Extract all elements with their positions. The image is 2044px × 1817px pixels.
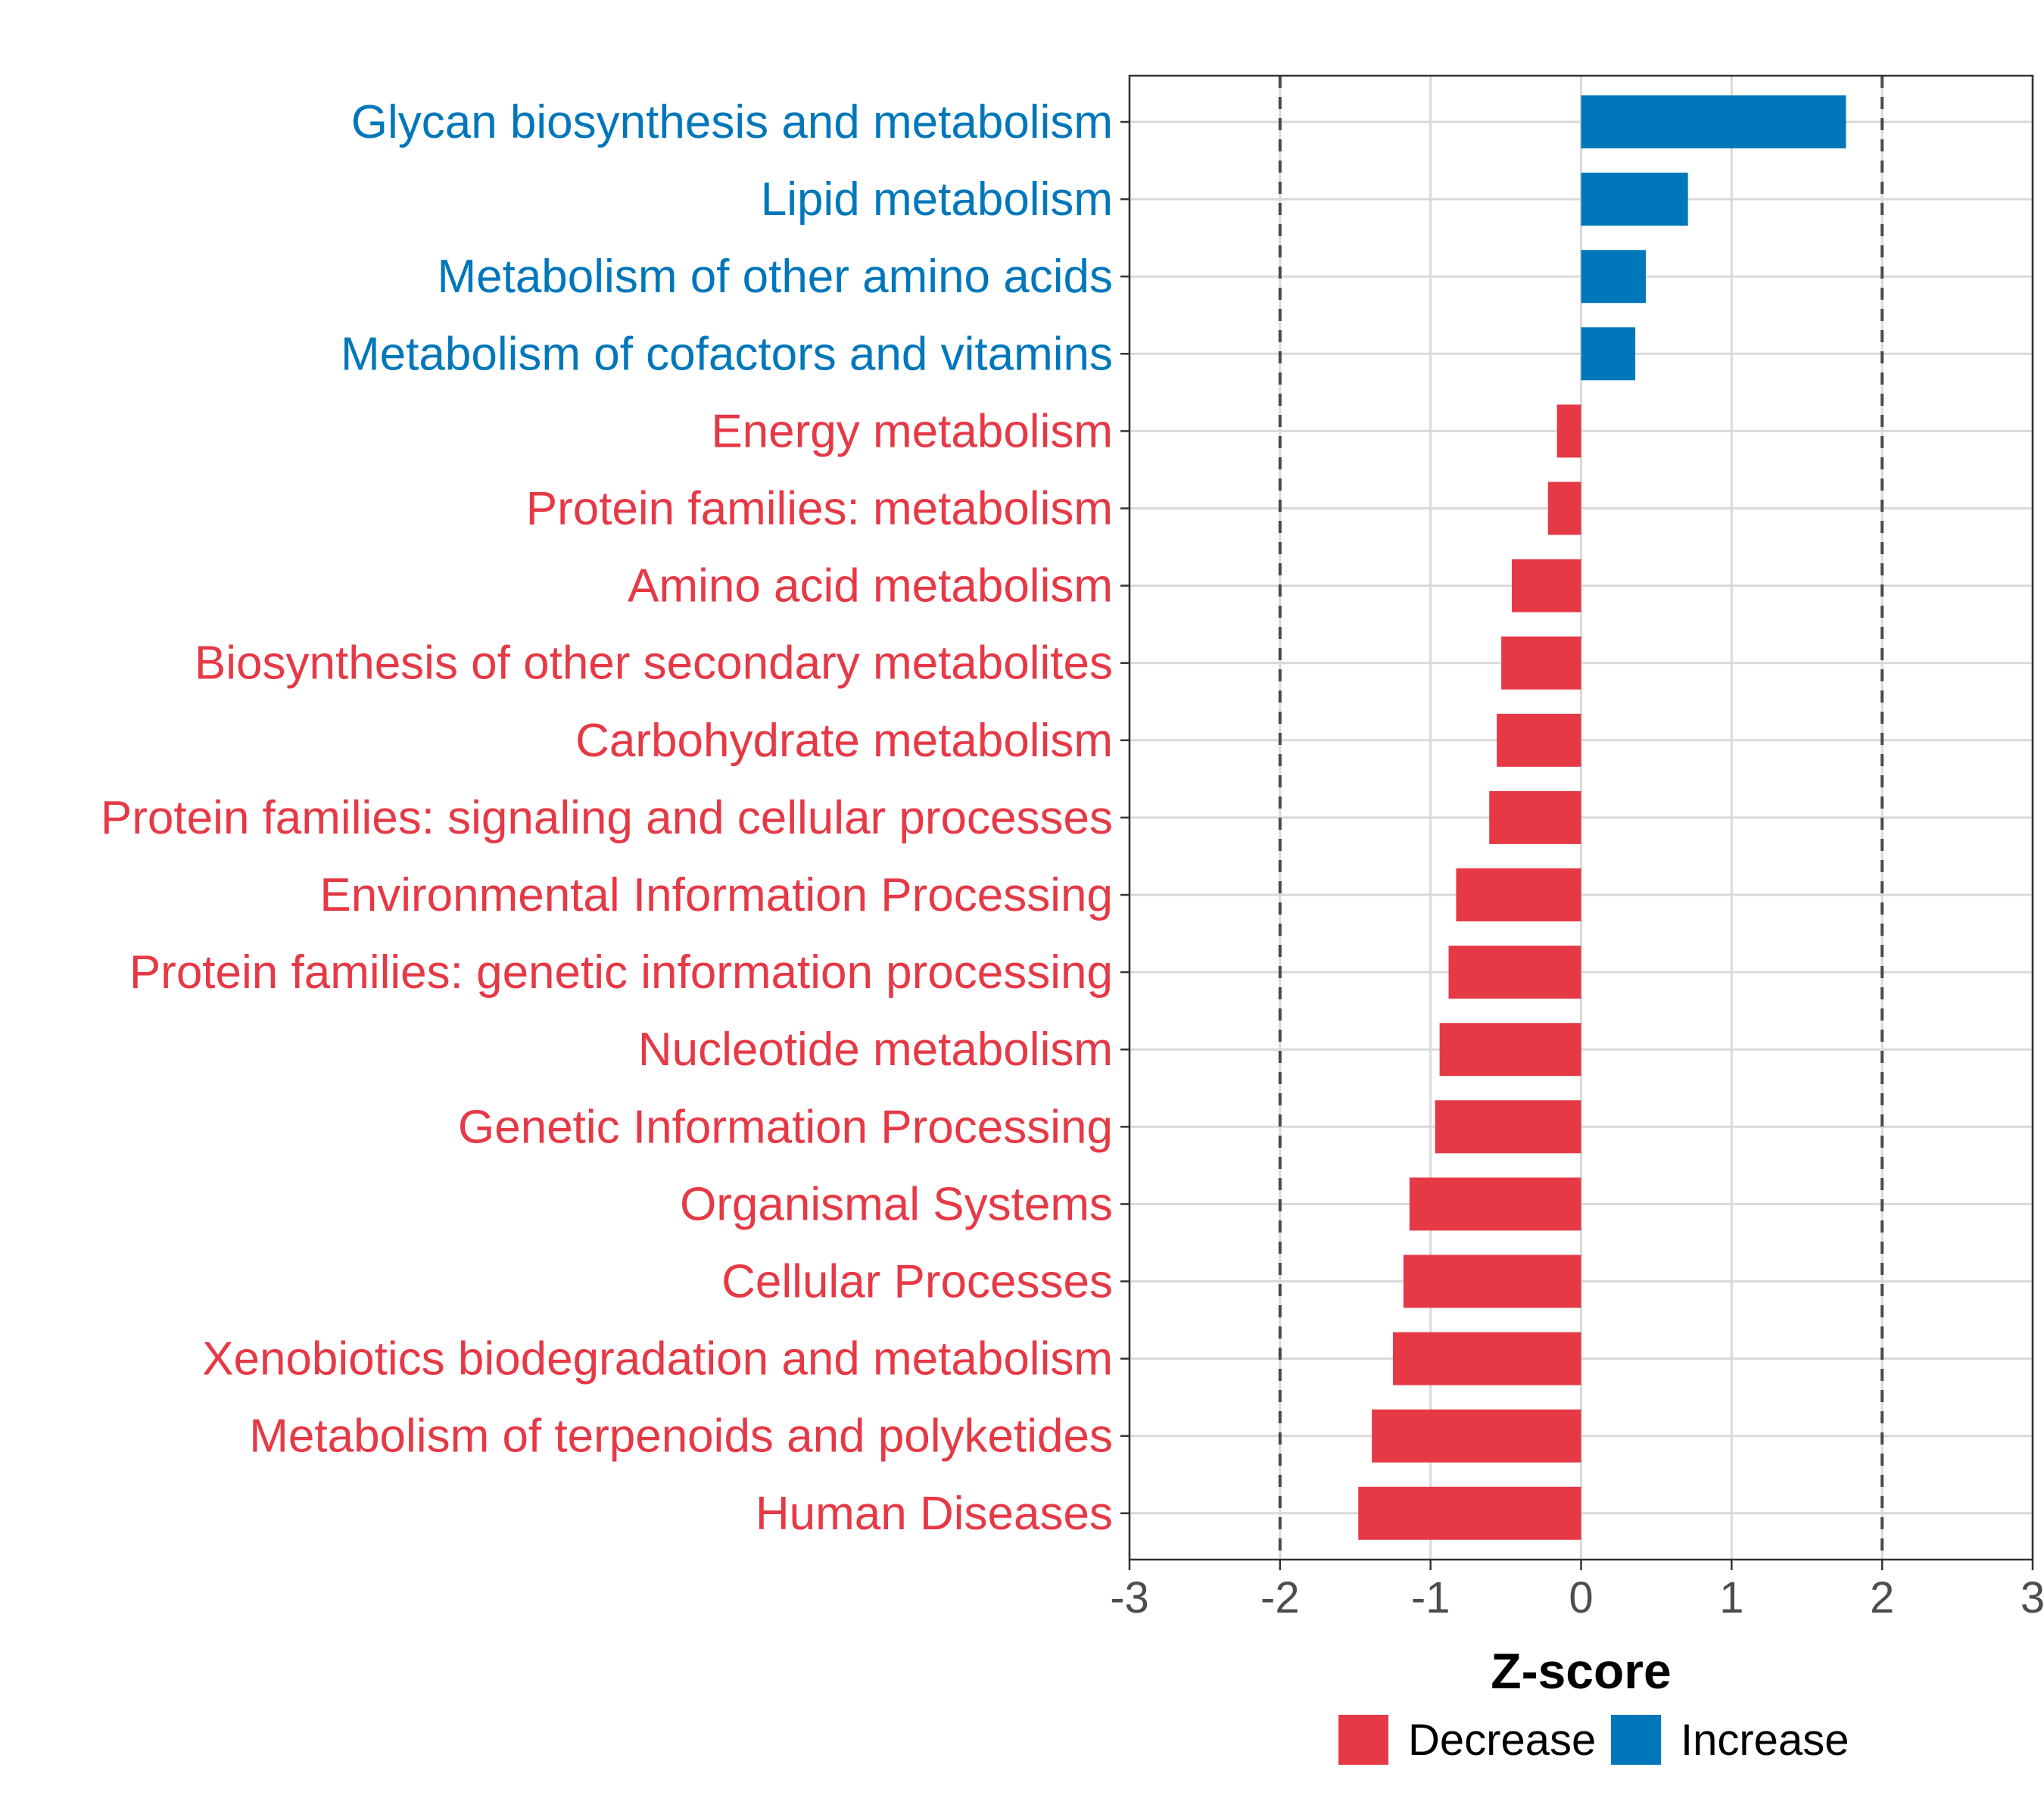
category-label: Biosynthesis of other secondary metaboli… — [195, 637, 1113, 690]
bar-decrease — [1409, 1177, 1581, 1231]
bar-decrease — [1439, 1023, 1581, 1077]
x-tick-label: 2 — [1870, 1573, 1894, 1622]
bar-decrease — [1501, 636, 1581, 690]
category-label: Glycan biosynthesis and metabolism — [351, 96, 1113, 148]
bar-increase — [1581, 250, 1646, 304]
x-tick-label: -2 — [1260, 1573, 1300, 1622]
x-tick-label: 1 — [1719, 1573, 1743, 1622]
x-axis-title: Z-score — [1491, 1643, 1671, 1699]
bar-decrease — [1372, 1409, 1581, 1463]
bar-decrease — [1392, 1332, 1581, 1385]
bar-decrease — [1556, 404, 1581, 458]
category-label: Amino acid metabolism — [628, 560, 1113, 612]
category-label: Protein families: metabolism — [526, 483, 1113, 535]
bar-decrease — [1435, 1100, 1581, 1154]
bar-decrease — [1547, 482, 1581, 535]
reference-lines — [1278, 76, 1884, 1560]
legend: Decrease Increase — [1338, 1715, 1849, 1765]
x-tick-label: -3 — [1110, 1573, 1149, 1622]
category-label: Cellular Processes — [721, 1256, 1113, 1308]
bar-decrease — [1456, 868, 1581, 921]
bar-increase — [1581, 173, 1688, 226]
bar-decrease — [1497, 713, 1581, 767]
bars — [1358, 95, 1846, 1540]
x-axis-ticks: -3 -2 -1 0 1 2 3 — [1110, 1560, 2044, 1622]
category-label: Metabolism of cofactors and vitamins — [341, 328, 1113, 380]
x-tick-label: 0 — [1569, 1573, 1593, 1622]
category-label: Energy metabolism — [711, 405, 1113, 457]
legend-label-increase: Increase — [1681, 1716, 1849, 1765]
y-axis-ticks — [1120, 120, 1129, 1515]
category-label: Protein families: genetic information pr… — [129, 946, 1113, 999]
category-label: Metabolism of other amino acids — [437, 251, 1113, 303]
legend-label-decrease: Decrease — [1408, 1716, 1596, 1765]
x-tick-label: 3 — [2021, 1573, 2044, 1622]
category-labels: Glycan biosynthesis and metabolism Lipid … — [101, 96, 1113, 1540]
category-label: Xenobiotics biodegradation and metabolis… — [202, 1333, 1113, 1385]
bar-decrease — [1448, 946, 1581, 999]
category-label: Carbohydrate metabolism — [575, 715, 1113, 767]
bar-increase — [1581, 95, 1846, 148]
legend-key-increase — [1611, 1715, 1661, 1765]
bar-decrease — [1489, 790, 1581, 844]
category-label: Organismal Systems — [680, 1178, 1113, 1230]
category-label: Metabolism of terpenoids and polyketides — [249, 1410, 1113, 1463]
category-label: Lipid metabolism — [761, 173, 1113, 226]
x-tick-label: -1 — [1411, 1573, 1450, 1622]
category-label: Environmental Information Processing — [319, 869, 1113, 921]
category-label: Nucleotide metabolism — [638, 1024, 1113, 1076]
bar-decrease — [1358, 1486, 1581, 1540]
bar-increase — [1581, 327, 1636, 381]
bar-decrease — [1403, 1254, 1581, 1308]
category-label: Genetic Information Processing — [458, 1101, 1113, 1153]
category-label: Protein families: signaling and cellular… — [101, 792, 1113, 844]
legend-key-decrease — [1338, 1715, 1388, 1765]
category-label: Human Diseases — [756, 1488, 1113, 1540]
bar-decrease — [1512, 559, 1581, 612]
